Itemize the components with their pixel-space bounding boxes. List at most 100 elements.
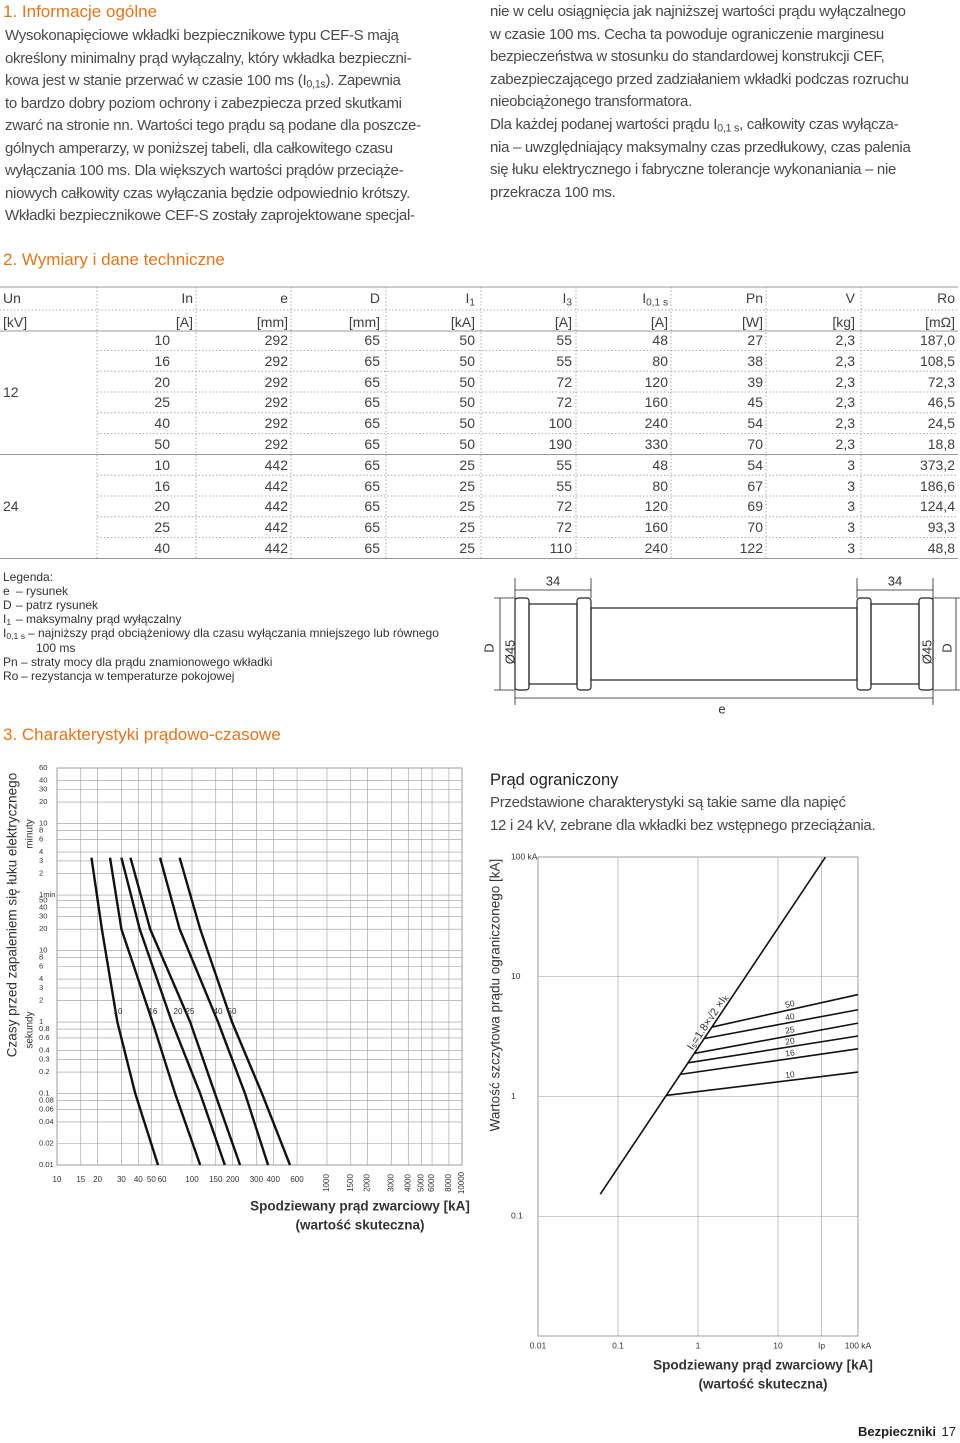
table-cell: 25 — [154, 519, 170, 536]
chart: 0.01 0.1 1 10 Ip 100 kA 100 kA 10 1 0.1 Is=1.8×√2 … — [488, 851, 873, 1391]
curve-label: 25 — [784, 1024, 795, 1036]
table-cell: 65 — [364, 352, 380, 369]
table-cell: 442 — [264, 498, 288, 515]
table-cell: 292 — [264, 332, 288, 348]
y-tick-label: 2 — [39, 996, 43, 1005]
fuse-body — [590, 607, 858, 681]
table-cell: 2,3 — [835, 415, 855, 432]
table-cell: 50 — [459, 373, 475, 390]
table-cell: 373,2 — [919, 456, 955, 473]
y-tick-label: 0.1 — [39, 1089, 50, 1098]
x-tick-label: 30 — [117, 1175, 126, 1184]
body-line: zabezpieczającego przed zadziałaniem wkł… — [490, 69, 909, 91]
table-cell: 65 — [364, 477, 380, 494]
dimension-label: 34 — [546, 573, 560, 588]
text-run: I — [3, 626, 7, 641]
table-cell: 25 — [459, 456, 475, 473]
footer-section: Bezpieczniki — [857, 1424, 936, 1439]
text-run: =1.8×√2 ×I — [689, 996, 728, 1047]
table-cell: 50 — [154, 436, 170, 452]
table-cell: 55 — [556, 456, 572, 473]
table-cell: 122 — [739, 540, 763, 556]
table-cell: 187,0 — [919, 332, 955, 348]
text-run: zabezpieczającego przed zadziałaniem wkł… — [490, 70, 909, 88]
x-tick-label: 5000 — [416, 1174, 425, 1192]
table-cell: 25 — [459, 540, 475, 556]
table-cell: 25 — [459, 477, 475, 494]
table-cell: 80 — [652, 477, 668, 494]
table-cell: 48,8 — [927, 540, 955, 556]
y-tick-label: 0.08 — [39, 1095, 54, 1104]
table-header: e — [280, 288, 288, 308]
y-tick-label: 0.8 — [39, 1024, 50, 1033]
table-unit: [A] — [650, 314, 668, 330]
table-unit: [mm] — [256, 314, 288, 330]
x-tick-label: 0.1 — [612, 1340, 624, 1350]
legend-symbol: Ro — [3, 669, 18, 684]
text-run: D — [3, 597, 12, 612]
table-cell: 50 — [459, 332, 475, 348]
table-cell: 124,4 — [919, 498, 955, 515]
body-line: bezpieczeństwa w stosunku do standardowe… — [490, 46, 885, 68]
y-tick-label: 8 — [39, 953, 43, 962]
table-cell: 65 — [364, 394, 380, 411]
table-header: I3 — [563, 288, 573, 308]
curve-label: 25 — [186, 1007, 195, 1016]
x-tick-label: 100 kA — [845, 1340, 872, 1350]
table-cell: 190 — [548, 436, 572, 452]
table-cell: 3 — [847, 477, 855, 494]
text-run: Pn — [3, 655, 18, 669]
table-unit: [mm] — [348, 314, 380, 330]
table-cell: 20 — [154, 373, 170, 390]
table-cell: 70 — [747, 436, 763, 452]
table-unit: [mΩ] — [925, 314, 955, 330]
y-tick-label: 10 — [511, 971, 521, 981]
table-cell: 93,3 — [927, 519, 955, 536]
text-run: V — [845, 290, 855, 306]
x-tick-label: 10 — [773, 1340, 783, 1350]
y-tick-label: 0.02 — [39, 1138, 54, 1147]
legend-text: – rezystancja w temperaturze pokojowej — [21, 669, 235, 684]
x-tick-label: 200 — [226, 1175, 240, 1184]
text-run: nieobciążonego transformatora. — [490, 93, 692, 111]
curve-label: 10 — [114, 1007, 123, 1016]
body-line: to bardzo dobry poziom ochrony i zabezpi… — [5, 93, 402, 115]
section-heading: 1. Informacje ogólne — [3, 2, 158, 21]
table-cell: 442 — [264, 477, 288, 494]
text-run: D — [369, 290, 380, 306]
y-tick-label: 0.6 — [39, 1033, 50, 1042]
table-cell: 10 — [154, 332, 170, 348]
table-cell: 45 — [747, 394, 763, 411]
table-cell: 72 — [556, 394, 572, 411]
curve-label: Is=1.8×√2 ×Ik — [685, 992, 731, 1053]
y-tick-label: 40 — [39, 776, 47, 785]
y-tick-label: 10 — [39, 946, 47, 955]
table-cell: 110 — [549, 540, 572, 556]
text-run: Wkładki bezpiecznikowe CEF-S zostały zap… — [5, 207, 415, 224]
table-unit: [W] — [742, 314, 763, 330]
x-axis-title: Spodziewany prąd zwarciowy [kA] — [250, 1199, 470, 1214]
table-cell: 3 — [847, 519, 855, 536]
curve — [599, 856, 826, 1195]
table-cell: 100 — [548, 415, 572, 432]
text-run: zwarć na stronie nn. Wartości tego prądu… — [5, 117, 421, 134]
table-cell: 38 — [747, 352, 763, 369]
y-tick-label: 3 — [39, 856, 43, 865]
text-run: kowa jest w stanie przerwać w czasie 100… — [5, 72, 307, 89]
fuse-drawing: 34 34 e D Ø45 Ø45 D — [481, 573, 960, 716]
x-tick-label: 0.01 — [530, 1340, 547, 1350]
table-cell: 2,3 — [835, 436, 855, 452]
dimension-label: Ø45 — [502, 640, 517, 665]
table-cell: 160 — [644, 394, 668, 411]
text-run: I — [685, 1043, 697, 1052]
y-tick-label: 60 — [39, 763, 47, 772]
table-cell: 2,3 — [835, 373, 855, 390]
table-cell: 18,8 — [927, 436, 955, 452]
y-tick-label: 40 — [39, 903, 47, 912]
y-tick-label: 0.01 — [39, 1160, 54, 1169]
text-run: nie w celu osiągnięcia jak najniższej wa… — [490, 3, 906, 20]
table-cell: 55 — [556, 352, 572, 369]
table-cell: 25 — [459, 498, 475, 515]
text-run: niowych całkowity czas wyłączania będzie… — [5, 184, 410, 202]
chart-description: 12 i 24 kV, zebrane dla wkładki bez wstę… — [490, 817, 876, 834]
